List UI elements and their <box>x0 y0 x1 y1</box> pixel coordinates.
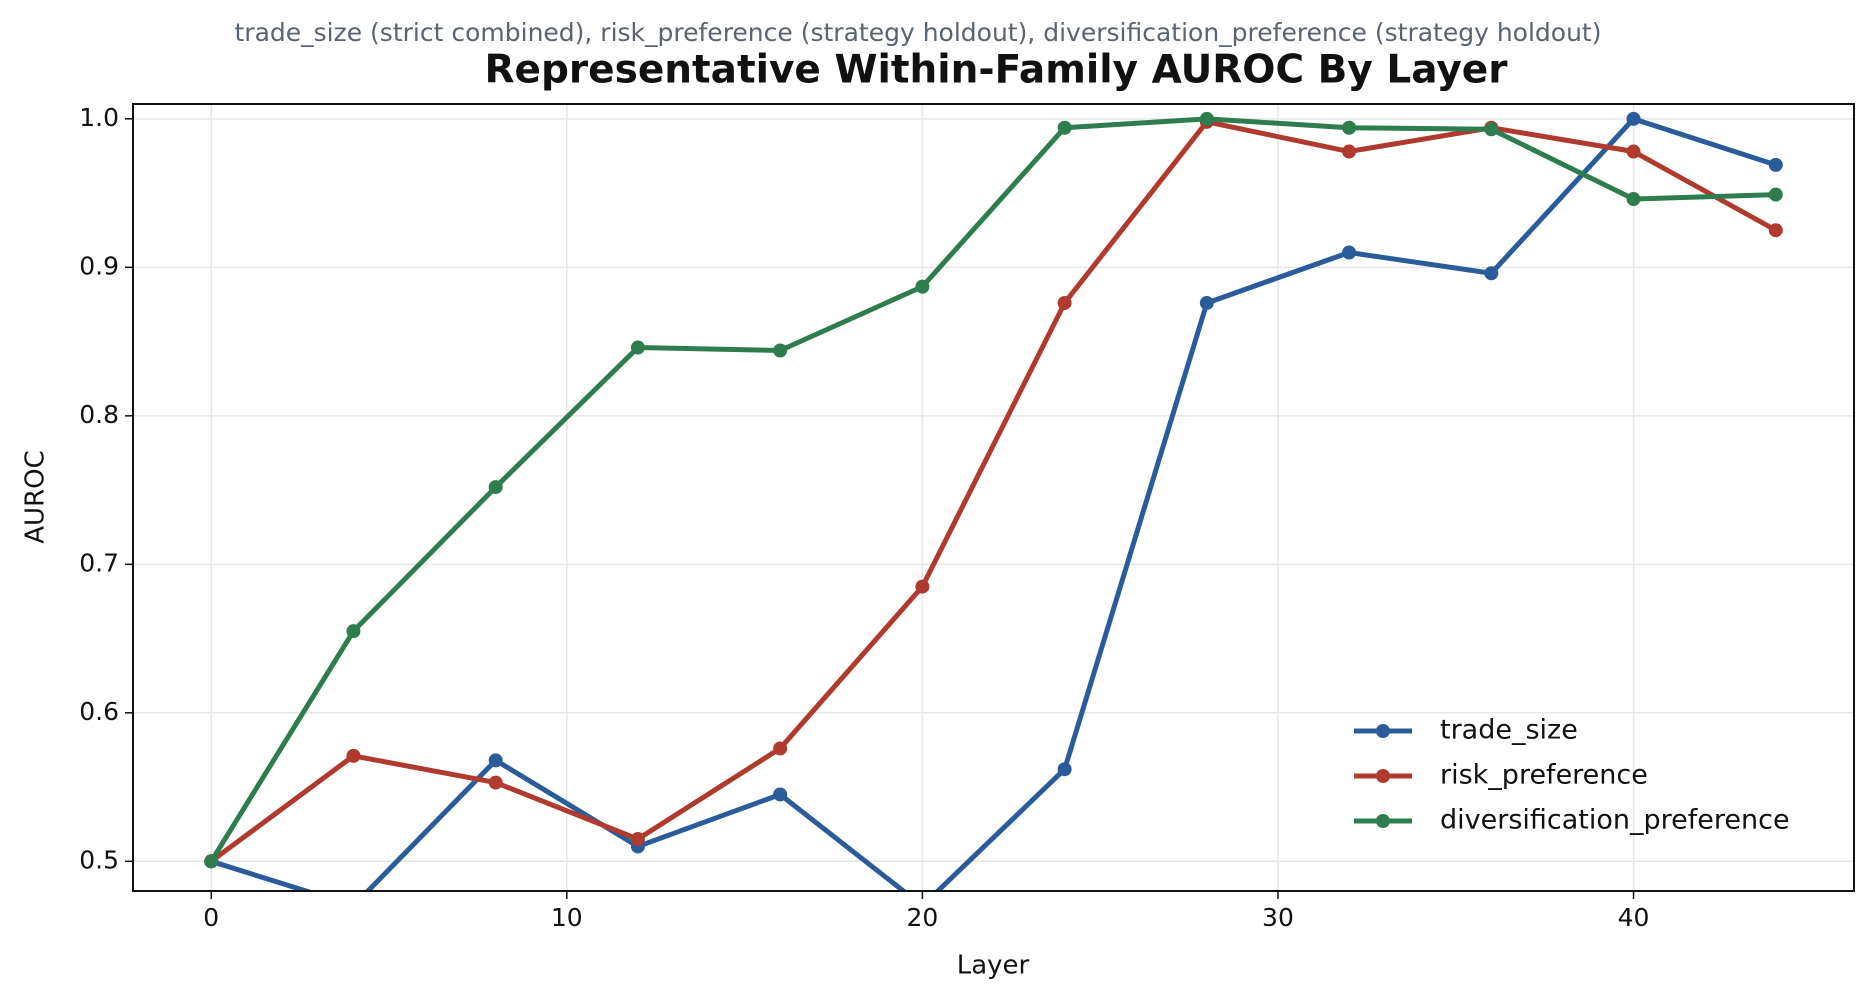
point <box>1768 157 1783 172</box>
x-tick-label: 0 <box>203 903 219 932</box>
legend-label: diversification_preference <box>1440 805 1790 836</box>
chart-subtitle: trade_size (strict combined), risk_prefe… <box>234 18 1601 47</box>
y-tick-label: 0.5 <box>79 845 119 874</box>
point <box>1342 144 1357 159</box>
point <box>630 832 645 847</box>
point <box>1626 111 1641 126</box>
point <box>1199 295 1214 310</box>
x-tick-label: 40 <box>1618 903 1650 932</box>
legend-marker <box>1376 769 1390 783</box>
series-line <box>210 116 1777 891</box>
point <box>1768 187 1783 202</box>
point <box>488 753 503 768</box>
point <box>773 343 788 358</box>
legend-marker <box>1376 724 1390 738</box>
point <box>488 480 503 495</box>
x-tick-label: 20 <box>906 903 938 932</box>
chart-title: Representative Within-Family AUROC By La… <box>485 48 1509 93</box>
series-line <box>209 116 1776 863</box>
x-tick-label: 30 <box>1262 903 1294 932</box>
point <box>1057 120 1072 135</box>
point <box>488 775 503 790</box>
x-tick-label: 10 <box>551 903 583 932</box>
point <box>630 340 645 355</box>
point <box>1057 762 1072 777</box>
y-tick-label: 0.6 <box>79 697 119 726</box>
point <box>1626 144 1641 159</box>
point <box>1342 245 1357 260</box>
y-tick-label: 0.7 <box>79 548 119 577</box>
point <box>1768 223 1783 238</box>
point <box>915 279 930 294</box>
point <box>346 624 361 639</box>
point <box>1484 266 1499 281</box>
y-tick-label: 1.0 <box>79 103 119 132</box>
plot-area <box>204 111 1783 913</box>
y-tick-label: 0.8 <box>79 400 119 429</box>
point <box>1342 120 1357 135</box>
series-line <box>209 119 1777 864</box>
y-tick-label: 0.9 <box>79 251 119 280</box>
y-axis-label: AUROC <box>21 450 51 544</box>
legend-marker <box>1376 814 1390 828</box>
point <box>1484 122 1499 137</box>
plot-frame <box>132 103 1855 892</box>
point <box>1199 111 1214 126</box>
point <box>1057 295 1072 310</box>
x-axis-label: Layer <box>957 951 1030 981</box>
point <box>773 741 788 756</box>
point <box>1626 192 1641 207</box>
legend-label: risk_preference <box>1440 760 1648 791</box>
point <box>346 748 361 763</box>
point <box>773 787 788 802</box>
legend-label: trade_size <box>1440 715 1578 746</box>
point <box>915 579 930 594</box>
point <box>346 899 360 913</box>
point <box>204 854 219 869</box>
